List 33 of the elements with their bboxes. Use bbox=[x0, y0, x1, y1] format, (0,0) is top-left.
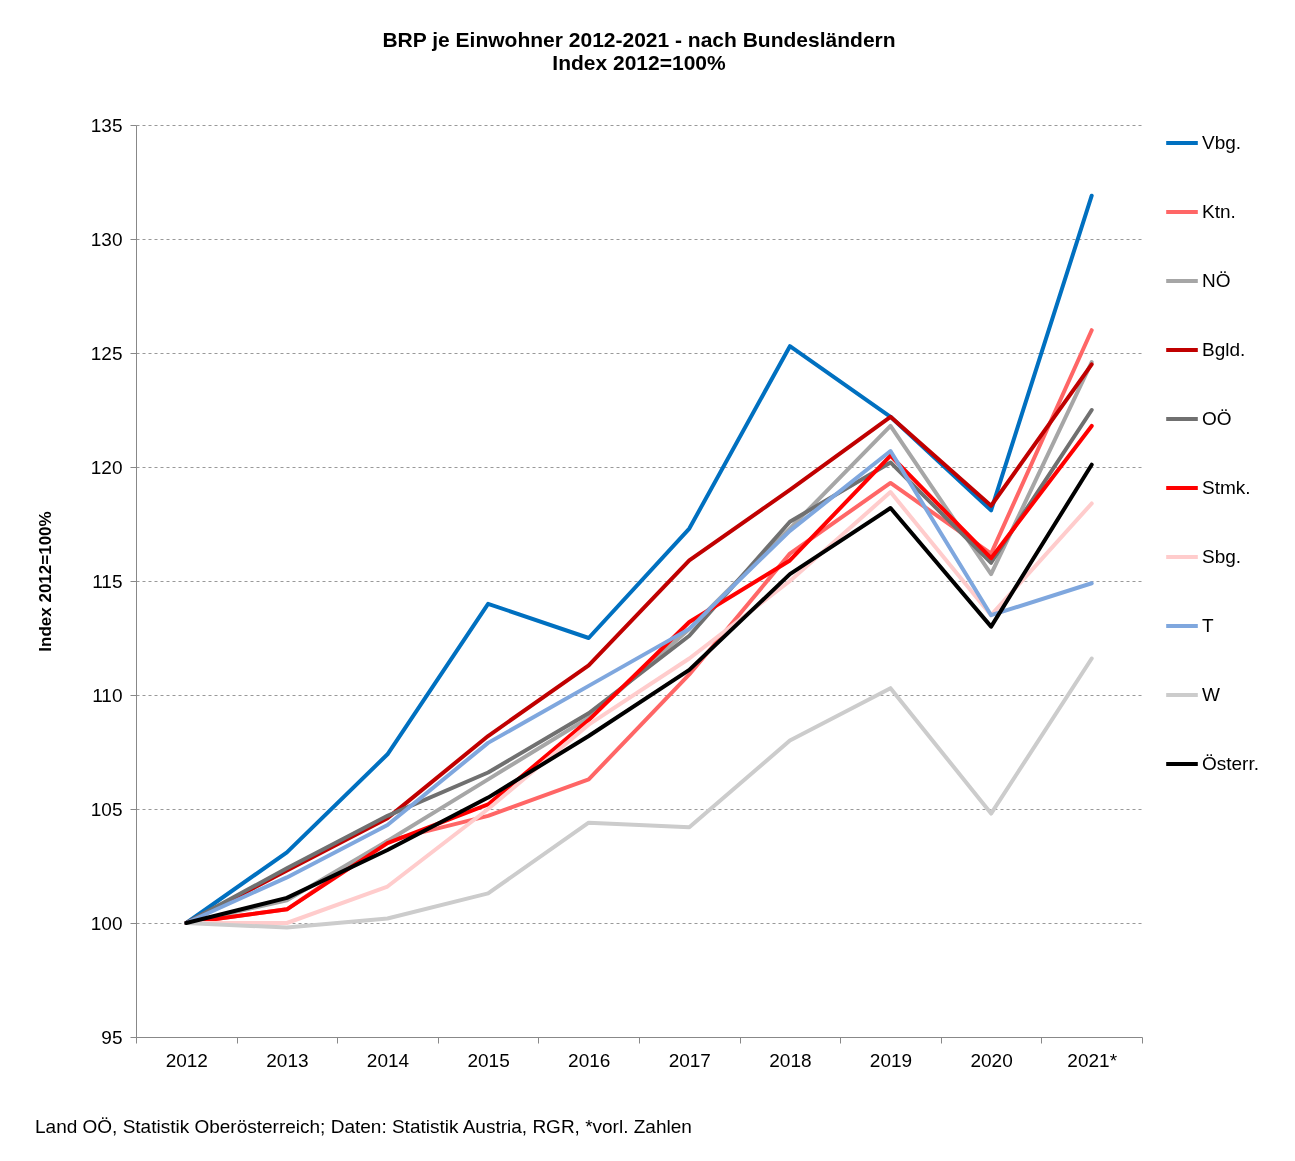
y-tick-label: 95 bbox=[101, 1026, 123, 1048]
legend-label: W bbox=[1202, 684, 1220, 705]
legend-label: NÖ bbox=[1202, 270, 1231, 291]
x-tick-label: 2013 bbox=[266, 1049, 309, 1071]
y-tick-label: 120 bbox=[90, 456, 123, 478]
x-tick-label: 2015 bbox=[467, 1049, 510, 1071]
legend-label: Bgld. bbox=[1202, 339, 1246, 360]
y-tick-label: 130 bbox=[90, 228, 123, 250]
legend-label: OÖ bbox=[1202, 408, 1232, 429]
legend-label: Sbg. bbox=[1202, 546, 1242, 567]
legend-label: Ktn. bbox=[1202, 201, 1236, 222]
y-tick-label: 135 bbox=[90, 114, 123, 136]
x-tick-label: 2016 bbox=[568, 1049, 611, 1071]
legend-label: T bbox=[1202, 615, 1214, 636]
y-axis-title: Index 2012=100% bbox=[35, 511, 55, 652]
x-tick-label: 2021* bbox=[1067, 1049, 1118, 1071]
chart-title: BRP je Einwohner 2012-2021 - nach Bundesländern bbox=[382, 28, 896, 51]
legend-label: Österr. bbox=[1202, 753, 1260, 774]
y-tick-label: 100 bbox=[90, 912, 123, 934]
x-tick-label: 2018 bbox=[769, 1049, 812, 1071]
legend-label: Stmk. bbox=[1202, 477, 1251, 498]
y-tick-label: 110 bbox=[92, 684, 123, 706]
x-tick-label: 2019 bbox=[869, 1049, 913, 1071]
y-tick-label: 105 bbox=[90, 798, 123, 820]
chart-subtitle: Index 2012=100% bbox=[552, 51, 727, 74]
y-tick-label: 125 bbox=[90, 342, 123, 364]
text: Land OÖ, Statistik Oberösterreich; Daten: Statistik Austria, RGR, *vorl. Zahlen bbox=[35, 1116, 692, 1138]
x-tick-label: 2012 bbox=[165, 1049, 208, 1071]
x-tick-label: 2014 bbox=[366, 1049, 410, 1071]
y-tick-label: 115 bbox=[92, 570, 123, 592]
legend-label: Vbg. bbox=[1202, 132, 1242, 153]
x-tick-label: 2017 bbox=[668, 1049, 711, 1071]
x-tick-label: 2020 bbox=[970, 1049, 1013, 1071]
